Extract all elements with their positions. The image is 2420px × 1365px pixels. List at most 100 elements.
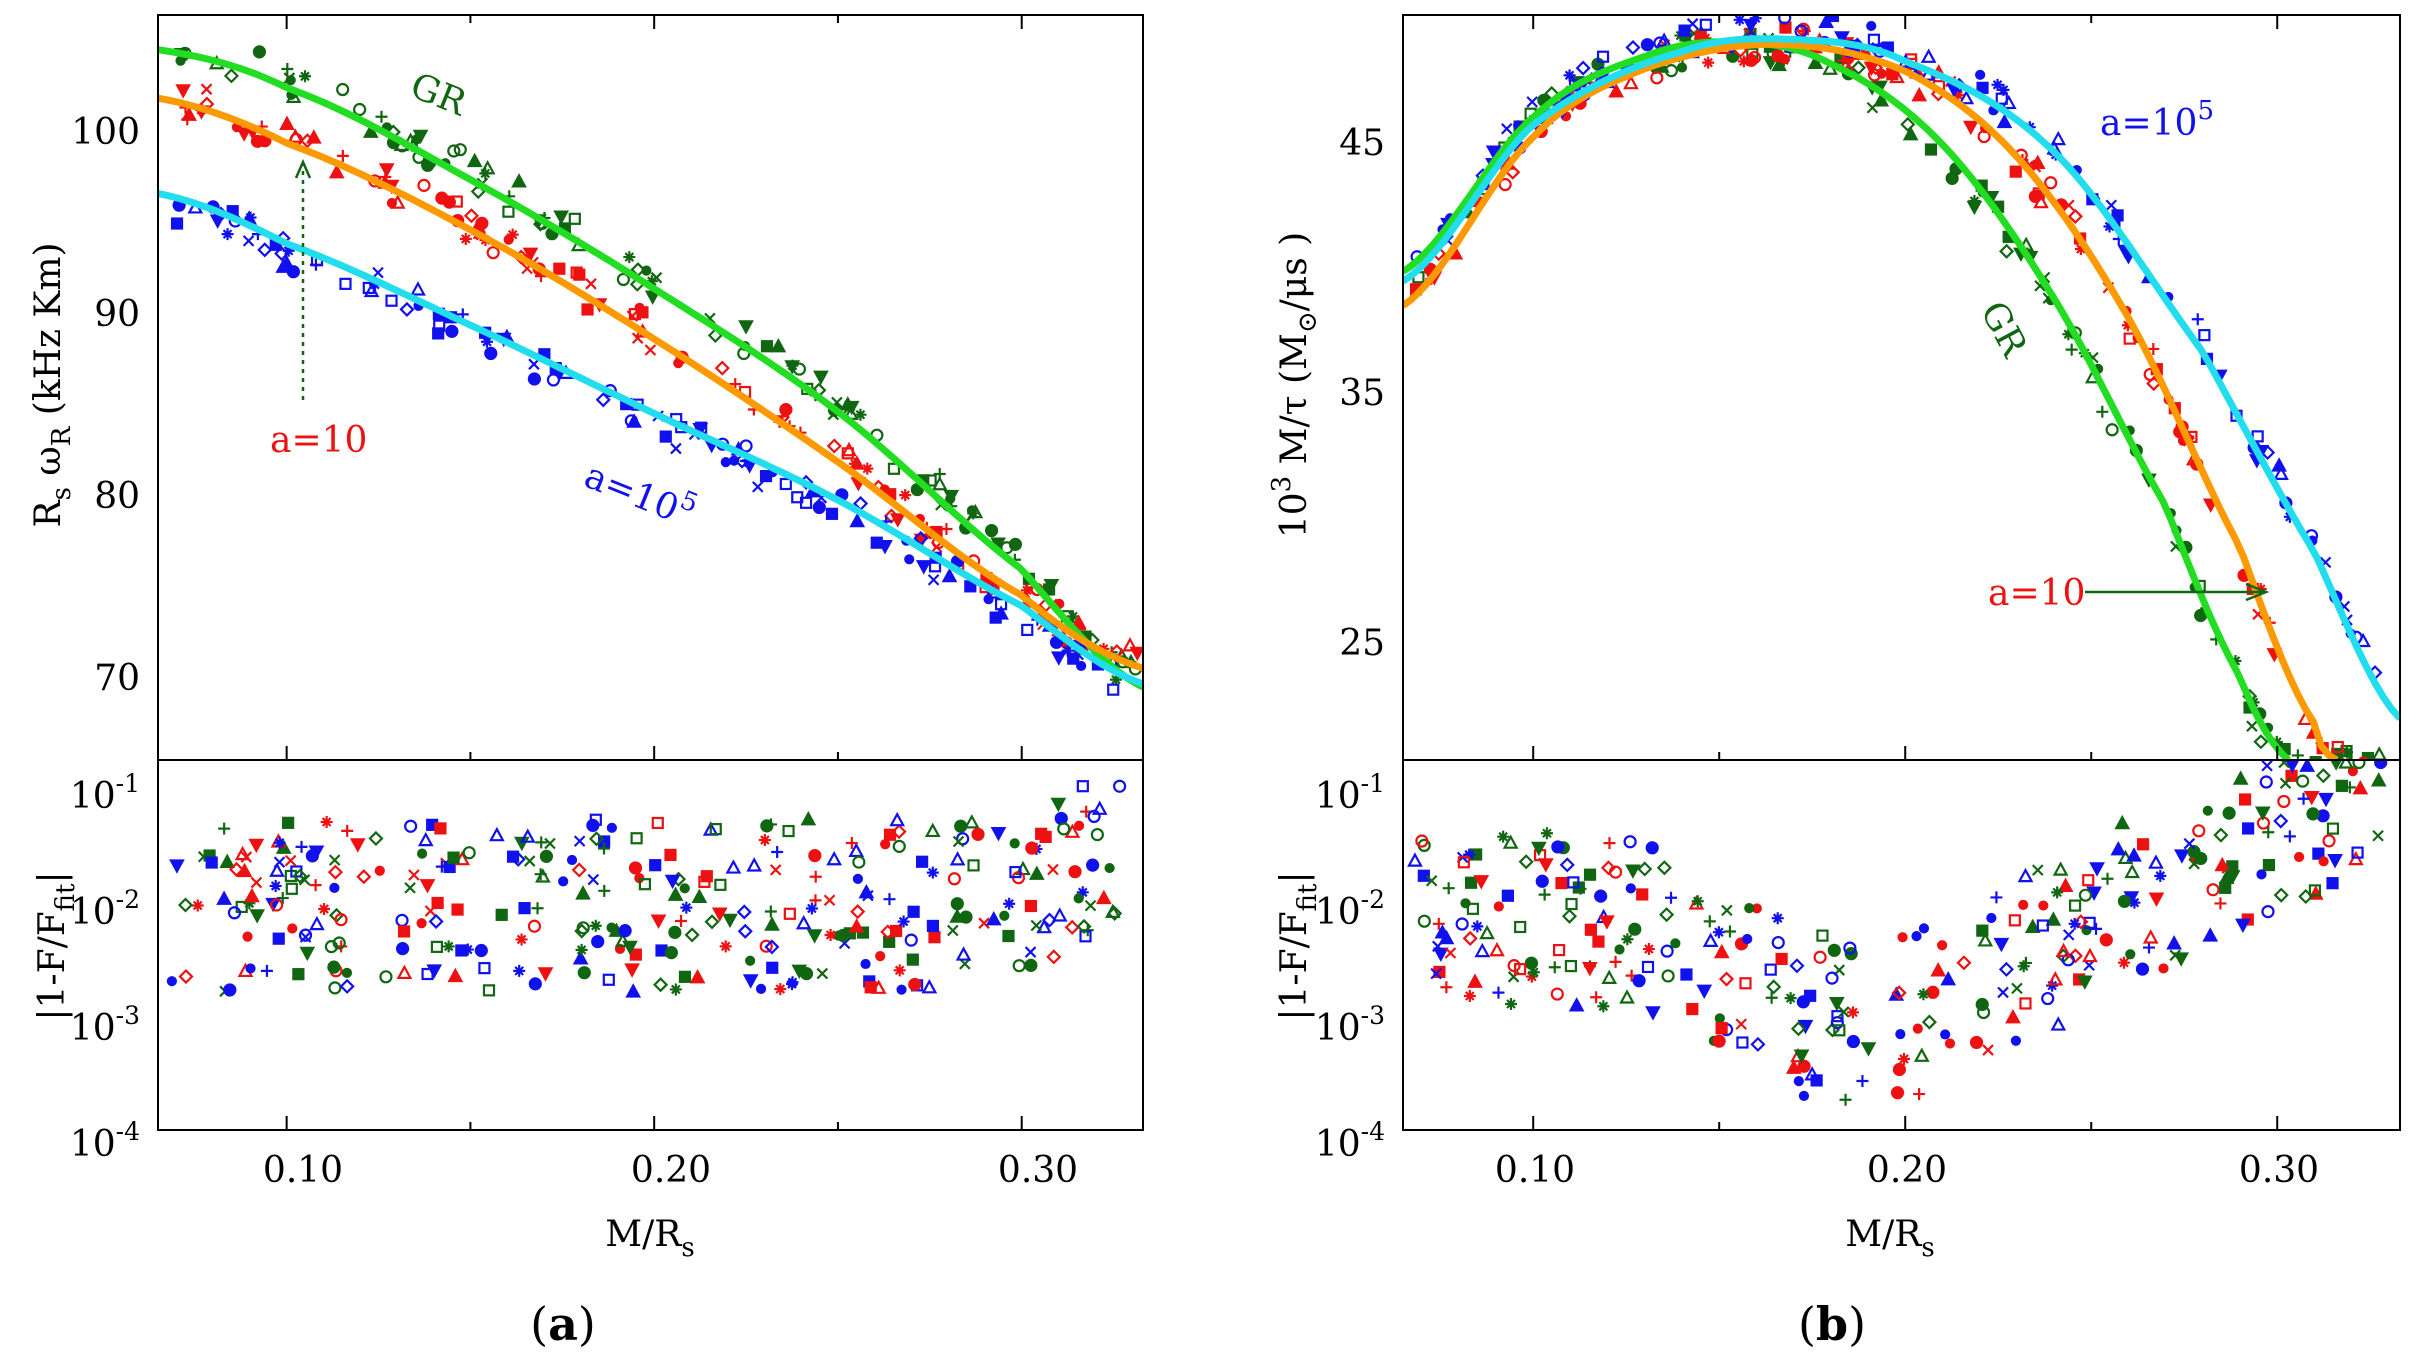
b-bottom-point — [2214, 856, 2231, 872]
b-bottom-point — [2008, 914, 2021, 927]
a-bottom-point — [324, 940, 339, 954]
a-bottom-point — [823, 894, 836, 907]
a-top-point — [984, 523, 999, 538]
a-bottom-ylabel: |1-F/Ffit| — [32, 871, 81, 1020]
b-ylabel: 103 M/τ (M⊙/μs ) — [1267, 232, 1323, 538]
b-top-point — [1699, 32, 1712, 45]
a-top-point — [170, 217, 184, 230]
a-bottom-point — [589, 919, 602, 932]
a-top-point — [378, 163, 395, 178]
a-xtick-030: 0.30 — [998, 1150, 1078, 1191]
a-top-point — [287, 128, 304, 143]
a-top-point — [784, 360, 801, 375]
a-bottom-point — [725, 859, 742, 874]
b-bottom-point — [1846, 1006, 1859, 1019]
a-top-point — [644, 344, 657, 356]
b-bottom-point — [1417, 914, 1431, 928]
b-bottom-point — [1625, 864, 1641, 879]
a-top-point — [209, 214, 226, 229]
a-bottom-point — [539, 849, 554, 863]
a-bottom-point — [764, 939, 780, 955]
b-bottom-point — [1771, 935, 1785, 950]
a-bottom-point — [1076, 918, 1092, 935]
a-bottom-point — [245, 963, 256, 974]
b-top-point — [2103, 220, 2116, 233]
a-top-point — [915, 560, 932, 575]
a-top-point — [223, 68, 239, 84]
a-top-point — [283, 72, 296, 84]
a-bottom-point — [269, 879, 282, 892]
b-bottom-point — [1714, 1013, 1725, 1024]
b-bottom-point — [1890, 1086, 1905, 1100]
b-top-point — [1900, 116, 1916, 132]
b-bottom-point — [1548, 961, 1561, 974]
a-bottom-point — [786, 976, 799, 989]
a-top-point — [720, 457, 731, 468]
a-bottom-point — [518, 902, 531, 915]
a-bottom-point — [205, 856, 218, 869]
b-bottom-point — [2242, 822, 2255, 835]
a-ytick-90: 90 — [94, 294, 140, 335]
a-bottom-point — [495, 908, 508, 921]
a-bottom-point — [572, 950, 589, 965]
a-bottom-point — [395, 913, 409, 928]
b-bottom-point — [1632, 974, 1646, 988]
a-gr-label: GR — [405, 65, 473, 124]
a-top-point — [244, 211, 257, 224]
b-top-point — [2270, 735, 2283, 748]
b-bottom-point — [1937, 940, 1948, 951]
b-top-frame — [1402, 14, 2401, 761]
b-bottom-point — [1789, 958, 1805, 974]
a-bottom-point — [1024, 958, 1038, 972]
b-top-point — [2044, 176, 2058, 190]
a-bottom-point — [1076, 886, 1089, 899]
b-bottom-point — [1565, 897, 1578, 911]
a-bottom-point — [949, 851, 966, 866]
b-bottom-point — [1750, 1036, 1766, 1052]
b-bottom-point — [1493, 901, 1504, 912]
a-top-point — [889, 513, 906, 528]
b-bottom-point — [1976, 924, 1989, 937]
b-bottom-point — [1798, 1090, 1810, 1101]
b-bottom-point — [1609, 955, 1622, 968]
a-top-point — [887, 462, 901, 475]
a-bottom-point — [243, 897, 256, 910]
a-top-point — [445, 324, 459, 338]
b-top-point — [1977, 129, 1991, 144]
b-bottom-point — [1813, 950, 1827, 964]
a-top-point — [812, 500, 826, 515]
b-bottom-point — [2082, 874, 2095, 887]
b-bottom-point — [2326, 822, 2340, 835]
a-bottom-point — [455, 944, 468, 957]
b-bottom-point — [2278, 760, 2290, 769]
b-top-point — [2105, 423, 2119, 437]
a-bottom-point — [166, 976, 177, 987]
a-top-point — [336, 149, 349, 162]
b-bottom-point — [2154, 869, 2167, 882]
a-bottom-point — [949, 908, 966, 923]
b-top-point — [1866, 20, 1877, 32]
b-bottom-point — [1530, 841, 1547, 857]
a-top-point — [522, 247, 539, 262]
b-top-point — [1976, 81, 1989, 94]
a-top-point — [1000, 541, 1014, 555]
b-bottom-point — [2308, 884, 2322, 897]
a-top-point — [861, 462, 874, 475]
b-bottom-point — [1621, 933, 1634, 946]
b-bottom-point — [2326, 877, 2339, 890]
b-bottom-point — [2128, 896, 2141, 909]
a-bottom-point — [272, 932, 285, 945]
b-bottom-point — [1990, 891, 2003, 904]
b-bottom-point — [1561, 908, 1578, 924]
a-top-point — [339, 277, 352, 290]
b-bottom-point — [2136, 838, 2150, 851]
a-bottom-point — [924, 822, 941, 838]
b-bottom-point — [1691, 895, 1704, 908]
b-bottom-point — [1793, 1076, 1804, 1087]
b-bottom-point — [2076, 975, 2093, 990]
a-top-point — [417, 178, 431, 192]
b-top-point — [1485, 145, 1502, 160]
a-top-point — [728, 455, 740, 466]
a-top-point — [450, 195, 463, 208]
a-top-point — [1067, 652, 1080, 665]
